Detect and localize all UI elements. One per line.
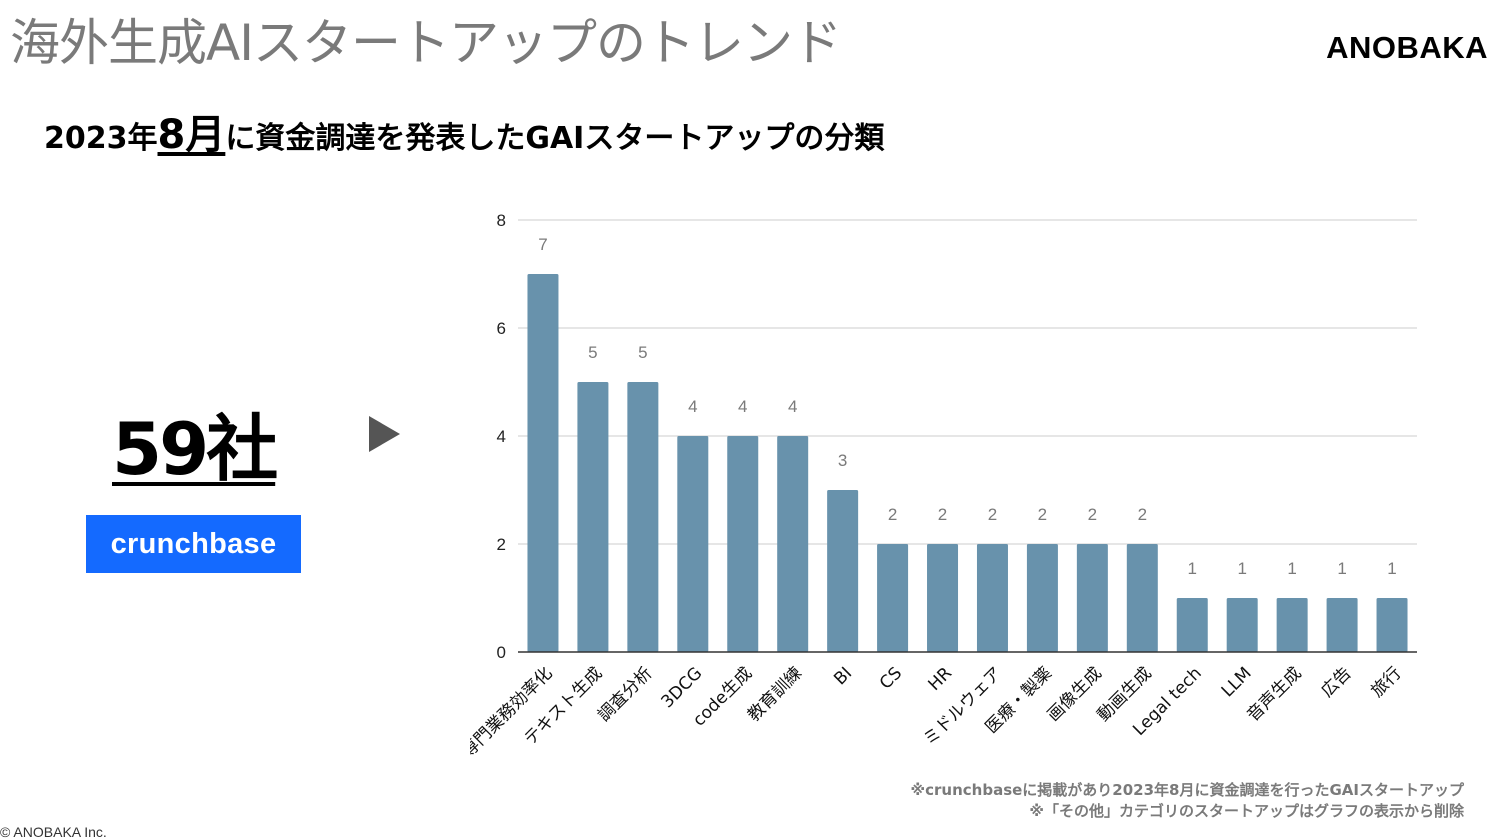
bar xyxy=(1126,544,1158,652)
bar-value-label: 2 xyxy=(1038,505,1047,524)
y-tick-label: 6 xyxy=(497,319,506,338)
crunchbase-logo: crunchbase xyxy=(86,515,301,573)
company-count: 59社 xyxy=(112,407,278,491)
bar-chart: 024687専門業務効率化5テキスト生成5調査分析43DCG4code生成4教育… xyxy=(470,211,1417,762)
x-tick-label: BI xyxy=(830,663,856,689)
bar xyxy=(877,544,909,652)
x-tick-label: 旅行 xyxy=(1367,663,1405,701)
bar-value-label: 2 xyxy=(1088,505,1097,524)
y-tick-label: 8 xyxy=(497,211,506,230)
x-tick-label: HR xyxy=(925,663,957,695)
slide-title: 海外生成AIスタートアップのトレンド xyxy=(10,14,842,72)
bar-value-label: 2 xyxy=(938,505,947,524)
x-tick-label: 音声生成 xyxy=(1243,663,1305,725)
bar-value-label: 1 xyxy=(1387,559,1396,578)
bar xyxy=(927,544,959,652)
subtitle-rest: に資金調達を発表したGAIスタートアップの分類 xyxy=(225,121,885,156)
bar xyxy=(1176,598,1208,652)
bar-value-label: 1 xyxy=(1188,559,1197,578)
bar xyxy=(1376,598,1408,652)
bar xyxy=(677,436,709,652)
bar xyxy=(527,274,559,652)
x-tick-label: 3DCG xyxy=(658,663,707,712)
y-tick-label: 0 xyxy=(497,643,506,662)
bar xyxy=(627,382,659,652)
y-tick-label: 4 xyxy=(497,427,506,446)
bar-value-label: 3 xyxy=(838,451,847,470)
chart-subtitle: 2023年8月に資金調達を発表したGAIスタートアップの分類 xyxy=(44,112,884,162)
footnote-source: ※crunchbaseに掲載があり2023年8月に資金調達を行ったGAIスタート… xyxy=(910,781,1464,799)
bar xyxy=(727,436,759,652)
play-arrow-icon xyxy=(369,416,400,452)
brand-logo: ANOBAKA xyxy=(1326,30,1488,65)
x-tick-label: LLM xyxy=(1218,663,1256,701)
bar-value-label: 5 xyxy=(588,343,597,362)
bar xyxy=(1276,598,1308,652)
bar xyxy=(1326,598,1358,652)
footnote-exclusion: ※「その他」カテゴリのスタートアップはグラフの表示から削除 xyxy=(1029,802,1464,820)
bar xyxy=(777,436,809,652)
x-tick-label: CS xyxy=(876,663,906,693)
bar-value-label: 2 xyxy=(888,505,897,524)
bar xyxy=(1226,598,1258,652)
bar-value-label: 2 xyxy=(1138,505,1147,524)
subtitle-month: 8月 xyxy=(157,112,226,158)
y-tick-label: 2 xyxy=(497,535,506,554)
bar xyxy=(577,382,609,652)
bar-value-label: 4 xyxy=(738,397,747,416)
bar-value-label: 2 xyxy=(988,505,997,524)
bar-value-label: 7 xyxy=(538,235,547,254)
bar-value-label: 4 xyxy=(788,397,797,416)
footnotes: ※crunchbaseに掲載があり2023年8月に資金調達を行ったGAIスタート… xyxy=(911,780,1464,822)
bar xyxy=(1026,544,1058,652)
x-tick-label: 調査分析 xyxy=(594,663,656,725)
bar-value-label: 5 xyxy=(638,343,647,362)
bar xyxy=(827,490,859,652)
x-tick-label: 画像生成 xyxy=(1044,663,1106,725)
bar-value-label: 1 xyxy=(1287,559,1296,578)
bar xyxy=(976,544,1008,652)
bar xyxy=(1076,544,1108,652)
bar-value-label: 1 xyxy=(1237,559,1246,578)
bar-value-label: 4 xyxy=(688,397,697,416)
copyright: © ANOBAKA Inc. xyxy=(0,824,107,840)
x-tick-label: 広告 xyxy=(1317,663,1355,701)
subtitle-year: 2023年 xyxy=(44,121,158,156)
x-tick-label: 教育訓練 xyxy=(744,663,806,725)
bar-value-label: 1 xyxy=(1337,559,1346,578)
